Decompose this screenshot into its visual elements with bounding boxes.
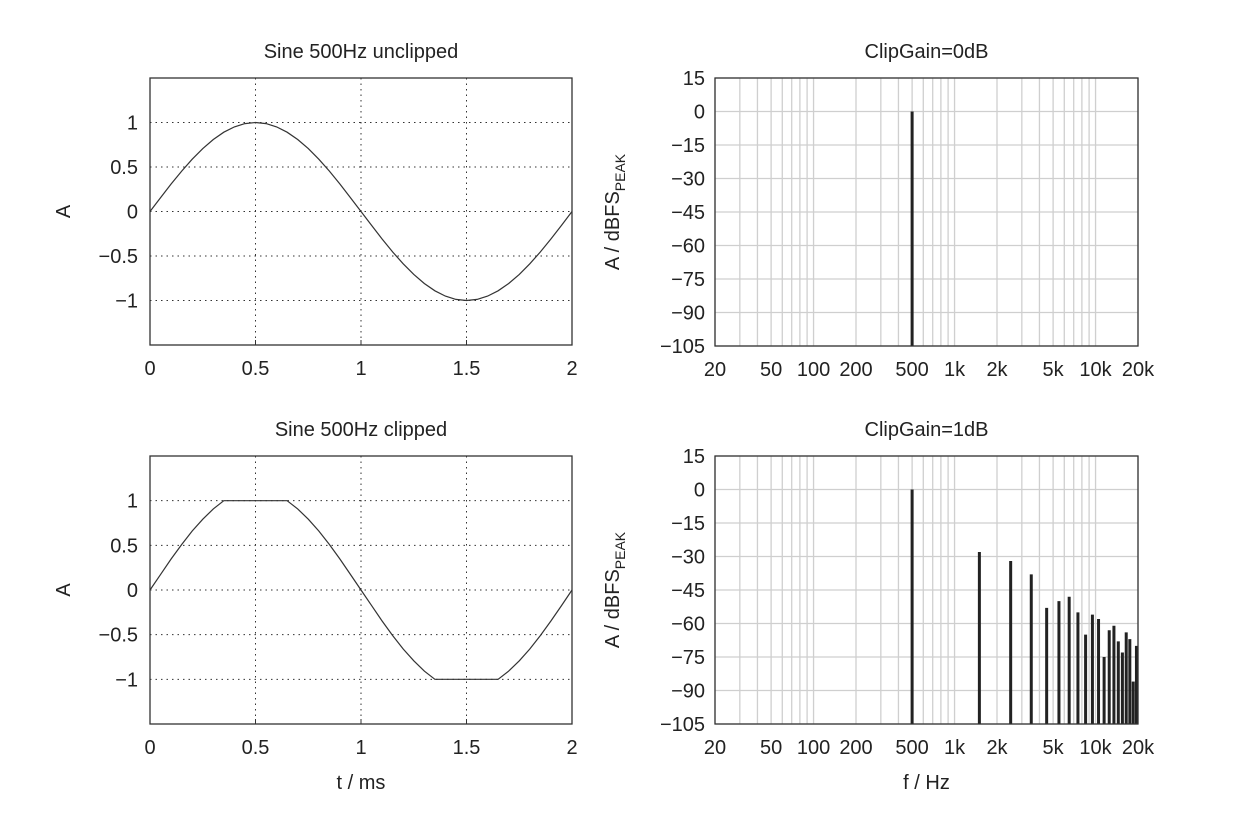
x-tick-label: 20	[704, 737, 726, 759]
y-axis-label: A / dBFSPEAK	[602, 531, 628, 648]
x-tick-label: 2k	[986, 737, 1008, 759]
chart-title: Sine 500Hz unclipped	[264, 41, 459, 63]
y-tick-label: 0.5	[110, 157, 138, 179]
chart-panel-3: Sine 500Hz clipped 0 0.5 1 1.5 2 1 0.5 0 −0.5 −1 At…	[53, 419, 578, 794]
x-tick-label: 500	[895, 359, 928, 381]
plot-frame	[714, 77, 1139, 347]
waveform-line	[149, 500, 573, 680]
x-tick-label: 1	[355, 358, 366, 380]
x-tick-label: 10k	[1079, 737, 1112, 759]
y-tick-label: −45	[671, 202, 705, 224]
y-tick-label: −30	[671, 169, 705, 191]
y-tick-label: −105	[660, 336, 705, 358]
y-axis-label: A	[53, 204, 75, 218]
x-tick-label: 50	[760, 737, 782, 759]
x-tick-label: 0	[144, 358, 155, 380]
y-axis-label: A	[53, 583, 75, 597]
y-tick-label: 0	[127, 580, 138, 602]
x-tick-label: 2k	[986, 359, 1008, 381]
y-tick-label: −75	[671, 647, 705, 669]
x-tick-label: 100	[797, 359, 830, 381]
x-axis-label: t / ms	[337, 772, 386, 794]
plot-frame	[714, 455, 1139, 725]
x-tick-label: 50	[760, 359, 782, 381]
y-tick-label: −90	[671, 681, 705, 703]
x-tick-label: 200	[839, 359, 872, 381]
x-tick-label: 1k	[944, 737, 966, 759]
y-tick-label: −45	[671, 580, 705, 602]
x-tick-label: 20	[704, 359, 726, 381]
y-axis-label-main: A / dBFS	[602, 569, 624, 648]
x-tick-label: 0	[144, 737, 155, 759]
y-tick-label: −30	[671, 547, 705, 569]
x-tick-label: 1k	[944, 359, 966, 381]
x-tick-label: 20k	[1122, 737, 1155, 759]
y-tick-label: 15	[683, 446, 705, 468]
x-tick-label: 500	[895, 737, 928, 759]
y-tick-label: −0.5	[99, 246, 138, 268]
x-tick-label: 0.5	[242, 358, 270, 380]
y-tick-label: 1	[127, 491, 138, 513]
x-tick-label: 2	[566, 358, 577, 380]
y-tick-label: 0	[694, 102, 705, 124]
chart-title: ClipGain=0dB	[865, 41, 989, 63]
x-tick-label: 1.5	[453, 737, 481, 759]
y-tick-label: 1	[127, 113, 138, 135]
y-tick-label: −105	[660, 714, 705, 736]
y-tick-label: 0	[127, 202, 138, 224]
y-tick-label: 15	[683, 68, 705, 90]
x-tick-label: 100	[797, 737, 830, 759]
y-tick-label: −1	[115, 669, 138, 691]
x-tick-label: 20k	[1122, 359, 1155, 381]
x-tick-label: 5k	[1043, 737, 1065, 759]
chart-title: ClipGain=1dB	[865, 419, 989, 441]
y-tick-label: −60	[671, 236, 705, 258]
x-tick-label: 0.5	[242, 737, 270, 759]
x-tick-label: 10k	[1079, 359, 1112, 381]
y-axis-label-main: A / dBFS	[602, 191, 624, 270]
x-tick-label: 1	[355, 737, 366, 759]
waveform-line	[149, 121, 573, 302]
y-tick-label: −1	[115, 291, 138, 313]
y-tick-label: −15	[671, 135, 705, 157]
x-tick-label: 1.5	[453, 358, 481, 380]
y-tick-label: −90	[671, 303, 705, 325]
y-tick-label: −15	[671, 513, 705, 535]
plot-frame	[149, 77, 573, 346]
y-axis-label: A / dBFSPEAK	[602, 153, 628, 270]
y-axis-label-subscript: PEAK	[612, 153, 628, 191]
y-tick-label: 0	[694, 480, 705, 502]
y-tick-label: −75	[671, 269, 705, 291]
x-tick-label: 200	[839, 737, 872, 759]
x-axis-label: f / Hz	[903, 772, 950, 794]
plot-frame	[149, 455, 573, 725]
y-tick-label: −60	[671, 614, 705, 636]
y-tick-label: −0.5	[99, 625, 138, 647]
x-tick-label: 2	[566, 737, 577, 759]
x-tick-label: 5k	[1043, 359, 1065, 381]
chart-panel-1: Sine 500Hz unclipped 0 0.5 1 1.5 2 1 0.5 0 −0.5 −1…	[53, 41, 578, 380]
chart-title: Sine 500Hz clipped	[275, 419, 447, 441]
y-tick-label: 0.5	[110, 535, 138, 557]
y-axis-label-subscript: PEAK	[612, 531, 628, 569]
